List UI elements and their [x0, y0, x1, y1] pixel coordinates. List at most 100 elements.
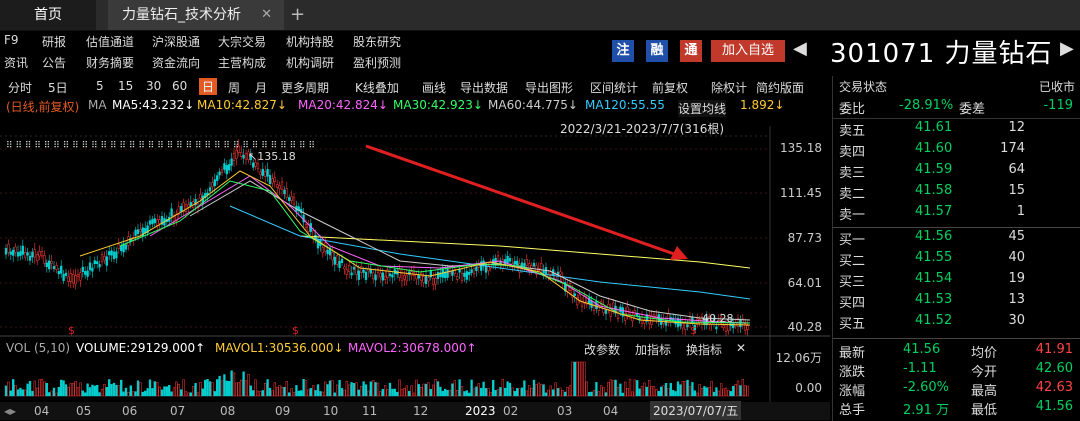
prev-stock-icon[interactable]: ◀: [793, 38, 807, 59]
export-image-button[interactable]: 导出图形: [525, 81, 574, 95]
candle-body: [280, 181, 284, 190]
menu-item-connect[interactable]: 沪深股通: [152, 35, 201, 49]
volume-bar: [506, 381, 509, 397]
candle-body: [285, 188, 288, 198]
menu-item-block-trade[interactable]: 大宗交易: [218, 35, 267, 49]
menu-item-forecast[interactable]: 盈利预测: [353, 56, 402, 70]
menu-item-f9[interactable]: F9: [4, 33, 19, 47]
volume-bar: [456, 389, 459, 397]
candle-body: [436, 271, 440, 279]
volume-bar: [391, 388, 394, 397]
weibi-label: 委比: [839, 102, 866, 117]
candle-body: [266, 168, 269, 177]
period-30min[interactable]: 30: [146, 79, 162, 93]
next-stock-icon[interactable]: ▶: [1060, 38, 1074, 59]
candle-body: [360, 266, 363, 273]
volume-bar: [124, 387, 128, 397]
candle-body: [386, 269, 389, 278]
menu-item-inst-holding[interactable]: 机构持股: [286, 35, 335, 49]
modify-params-button[interactable]: 改参数: [584, 343, 621, 357]
badge-zhu[interactable]: 注: [612, 40, 634, 62]
range-stats-button[interactable]: 区间统计: [590, 81, 639, 95]
candle-body: [264, 171, 267, 177]
menu-item-business[interactable]: 主营构成: [218, 56, 267, 70]
menu-item-research[interactable]: 研报: [42, 35, 67, 49]
bid-row[interactable]: 买五 41.52 30: [833, 313, 1080, 333]
bid-row[interactable]: 买一 41.56 45: [833, 229, 1080, 249]
close-icon[interactable]: ✕: [261, 7, 272, 22]
bid-row[interactable]: 买三 41.54 19: [833, 271, 1080, 291]
ask-row[interactable]: 卖一 41.57 1: [833, 204, 1080, 224]
volume-bar: [578, 361, 581, 397]
period-5day[interactable]: 5日: [48, 81, 68, 95]
add-watchlist-button[interactable]: 加入自选: [711, 40, 785, 62]
switch-indicator-button[interactable]: 换指标: [686, 343, 723, 357]
add-tab-icon[interactable]: +: [290, 4, 306, 25]
period-month[interactable]: 月: [255, 81, 268, 95]
candle-body: [400, 272, 404, 281]
simple-layout-dropdown[interactable]: 简约版面: [756, 81, 805, 95]
volume-bar: [276, 386, 279, 397]
ask-row[interactable]: 卖五 41.61 12: [833, 120, 1080, 140]
volume-bar: [585, 381, 588, 397]
volume-bar: [453, 380, 456, 397]
kline-chart[interactable]: ↖135.18 40.28 ⠿ ⠿ ⠿ ⠿ ⠿ ⠿ ⠿ ⠿ ⠿ ⠿ ⠿ ⠿ ⠿ …: [0, 96, 830, 402]
menu-item-news[interactable]: 资讯: [4, 56, 29, 70]
candle-body: [278, 185, 281, 190]
menu-item-fund-flow[interactable]: 资金流向: [152, 56, 201, 70]
volume-bar: [151, 388, 154, 397]
add-indicator-button[interactable]: 加指标: [635, 343, 672, 357]
period-60min[interactable]: 60: [172, 79, 188, 93]
close-icon[interactable]: ✕: [736, 341, 747, 355]
more-periods-dropdown[interactable]: 更多周期: [281, 81, 330, 95]
menu-item-notice[interactable]: 公告: [42, 56, 67, 70]
menu-item-valuation[interactable]: 估值通道: [86, 35, 135, 49]
candle-body: [76, 274, 80, 278]
badge-tong[interactable]: 通: [680, 40, 702, 62]
candle-body: [446, 269, 449, 278]
ask-row[interactable]: 卖三 41.59 64: [833, 162, 1080, 182]
period-15min[interactable]: 15: [118, 79, 134, 93]
volume-bar: [194, 383, 197, 397]
ask-row[interactable]: 卖四 41.60 174: [833, 141, 1080, 161]
period-day[interactable]: 日: [199, 78, 218, 95]
volume-bar: [710, 380, 713, 397]
volume-bar: [319, 391, 322, 397]
volume-bar: [112, 382, 116, 397]
candle-body: [338, 261, 341, 268]
candle-body: [28, 255, 32, 261]
period-5min[interactable]: 5: [96, 79, 104, 93]
volume-bar: [273, 382, 276, 397]
tab-home[interactable]: 首页: [0, 0, 96, 30]
candle-body: [333, 256, 336, 265]
menu-item-inst-survey[interactable]: 机构调研: [286, 56, 335, 70]
trend-arrow-head: [670, 246, 688, 260]
volume-bar: [415, 379, 418, 397]
volume-bar: [588, 392, 591, 397]
candle-body: [98, 264, 101, 268]
svg-text:$: $: [292, 324, 299, 337]
volume-bar: [38, 379, 41, 397]
bid-row[interactable]: 买四 41.53 13: [833, 292, 1080, 312]
volume-bar: [676, 381, 680, 397]
export-data-button[interactable]: 导出数据: [460, 81, 509, 95]
kline-overlay-dropdown[interactable]: K线叠加: [355, 81, 399, 95]
draw-line-button[interactable]: 画线: [422, 81, 447, 95]
price-tick: 135.18: [780, 141, 822, 155]
volume-bar: [218, 375, 221, 397]
period-fenshi[interactable]: 分时: [8, 81, 33, 95]
tab-stock-analysis[interactable]: 力量钻石_技术分析 ✕: [108, 0, 284, 30]
volume-bar: [40, 378, 44, 397]
period-week[interactable]: 周: [228, 81, 241, 95]
ma20-value: MA20:42.824↓: [298, 98, 388, 112]
bid-row[interactable]: 买二 41.55 40: [833, 250, 1080, 270]
adjust-dropdown[interactable]: 前复权: [652, 81, 689, 95]
scroll-left-icon[interactable]: ◂▸: [4, 404, 17, 418]
badge-rong[interactable]: 融: [646, 40, 668, 62]
menu-item-holders[interactable]: 股东研究: [353, 35, 402, 49]
ma-settings-button[interactable]: 设置均线: [678, 100, 727, 117]
ex-rights-button[interactable]: 除权计: [711, 81, 748, 95]
menu-item-finance[interactable]: 财务摘要: [86, 56, 135, 70]
ask-row[interactable]: 卖二 41.58 15: [833, 183, 1080, 203]
volume-bar: [348, 384, 351, 397]
